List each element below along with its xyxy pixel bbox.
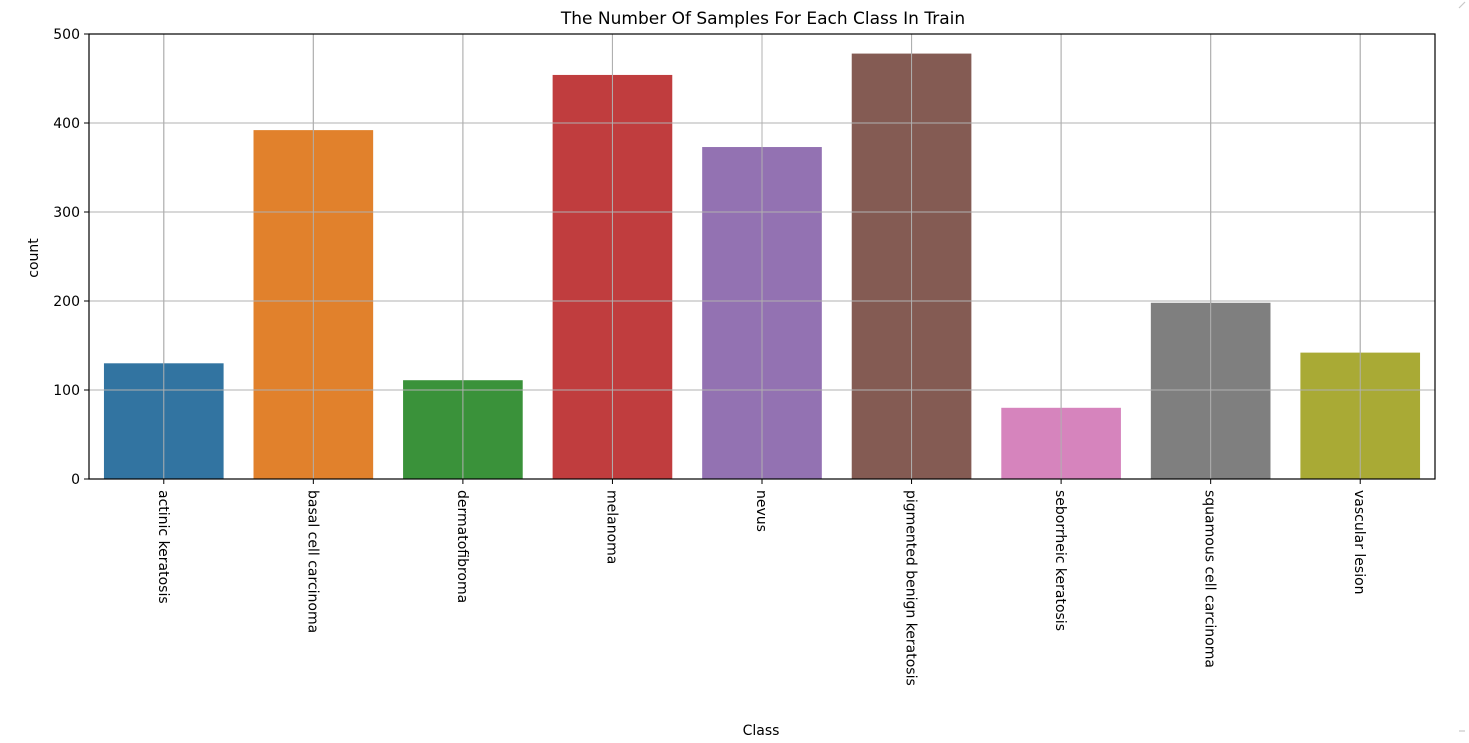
x-axis-label: Class xyxy=(743,723,780,739)
x-tick-label: seborrheic keratosis xyxy=(1052,490,1068,631)
window-corner-marks xyxy=(1458,1,1466,732)
y-tick-label: 300 xyxy=(53,205,80,221)
x-tick-label: basal cell carcinoma xyxy=(304,490,320,633)
y-tick-label: 100 xyxy=(53,383,80,399)
y-tick-label: 200 xyxy=(53,294,80,310)
x-tick-label: dermatofibroma xyxy=(454,490,470,603)
y-axis-ticks: 0 100 200 300 400 500 xyxy=(53,27,89,488)
x-axis-ticks: actinic keratosis basal cell carcinoma der… xyxy=(155,479,1367,686)
x-tick-label: actinic keratosis xyxy=(155,490,171,604)
y-tick-label: 500 xyxy=(53,27,80,43)
x-tick-label: melanoma xyxy=(603,490,619,564)
x-tick-label: squamous cell carcinoma xyxy=(1202,490,1218,668)
y-tick-label: 400 xyxy=(53,116,80,132)
x-tick-label: vascular lesion xyxy=(1351,490,1367,595)
y-tick-label: 0 xyxy=(71,472,80,488)
y-axis-label: count xyxy=(26,238,42,278)
x-tick-label: nevus xyxy=(753,490,769,532)
chart-title: The Number Of Samples For Each Class In … xyxy=(560,9,965,29)
x-tick-label: pigmented benign keratosis xyxy=(903,490,919,686)
